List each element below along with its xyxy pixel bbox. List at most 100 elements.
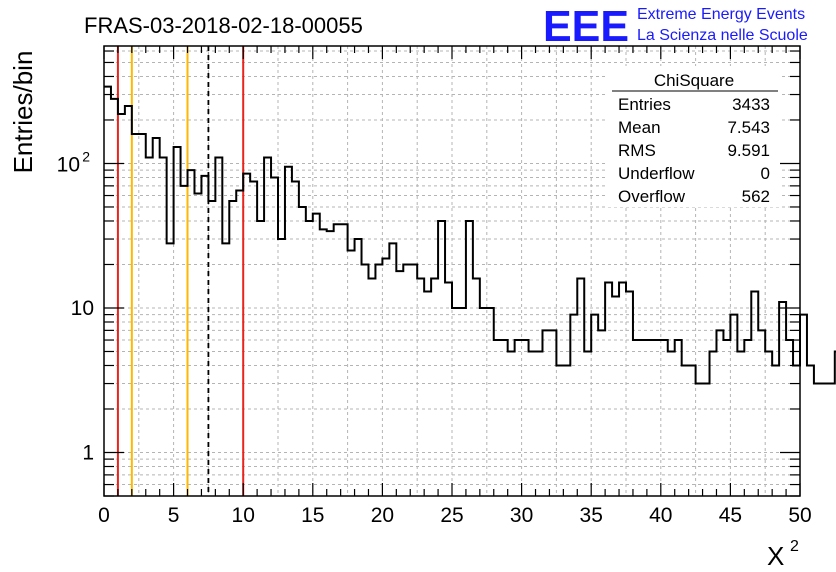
histogram-bin <box>598 330 605 496</box>
histogram-bin <box>786 340 793 496</box>
histogram-bin <box>466 221 473 496</box>
histogram-bin <box>243 174 250 496</box>
histogram-bin <box>375 264 382 496</box>
histogram-bin <box>640 340 647 496</box>
histogram-bin <box>194 193 201 496</box>
histogram-bin <box>459 308 466 496</box>
x-tick-label: 5 <box>168 504 180 527</box>
histogram-bin <box>410 264 417 496</box>
histogram-bin <box>689 365 696 496</box>
y-tick-label: 10 <box>57 153 80 176</box>
histogram-bin <box>591 315 598 496</box>
histogram-bin <box>132 134 139 496</box>
histogram-bin <box>723 340 730 496</box>
histogram-bin <box>828 384 835 496</box>
histogram-bin <box>605 283 612 496</box>
stats-box: ChiSquare Entries 3433 Mean 7.543 RMS 9.591 Un… <box>608 66 780 207</box>
histogram-bin <box>153 138 160 496</box>
histogram-bin <box>146 157 153 496</box>
histogram-bin <box>139 134 146 496</box>
histogram-bin <box>814 384 821 496</box>
histogram-bin <box>515 340 522 496</box>
histogram-bin <box>619 283 626 496</box>
histogram-bin <box>542 330 549 496</box>
histogram-bin <box>320 229 327 496</box>
histogram-bin <box>765 351 772 496</box>
histogram-bin <box>710 351 717 496</box>
histogram-bin <box>222 243 229 496</box>
histogram-bin <box>362 264 369 496</box>
histogram-bin <box>494 340 501 496</box>
x-tick-label: 35 <box>580 504 603 527</box>
histogram-bin <box>730 315 737 496</box>
x-axis-label-superscript: 2 <box>790 538 799 555</box>
x-tick-label: 15 <box>301 504 324 527</box>
histogram-bin <box>668 351 675 496</box>
x-tick-label: 25 <box>440 504 463 527</box>
y-axis-label: Entries/bin <box>8 51 38 174</box>
histogram-bin <box>793 365 800 496</box>
stats-title: ChiSquare <box>654 71 734 90</box>
histogram-bin <box>313 214 320 496</box>
histogram-bin <box>278 239 285 496</box>
histogram-bin <box>536 351 543 496</box>
histogram-bin <box>403 264 410 496</box>
histogram-bin <box>807 365 814 496</box>
histogram-bin <box>125 106 132 496</box>
histogram-bin <box>299 207 306 496</box>
histogram-bin <box>355 239 362 496</box>
histogram-bin <box>160 157 167 496</box>
x-tick-label: 0 <box>98 504 110 527</box>
histogram-bin <box>181 186 188 496</box>
histogram-bin <box>368 278 375 496</box>
histogram-bin <box>208 201 215 496</box>
stats-row-value: 562 <box>742 187 770 206</box>
histogram-bin <box>584 351 591 496</box>
histogram-bin <box>306 221 313 496</box>
histogram-bin <box>264 157 271 496</box>
histogram-bin <box>779 302 786 496</box>
histogram-bin <box>348 250 355 496</box>
histogram-bin <box>563 365 570 496</box>
histogram-bin <box>327 231 334 496</box>
histogram-bin <box>424 292 431 496</box>
stats-row-value: 7.543 <box>727 118 770 137</box>
histogram-bin <box>438 221 445 496</box>
histogram-bin <box>661 340 668 496</box>
histogram-bin <box>758 330 765 496</box>
histogram-bin <box>716 330 723 496</box>
stats-rows: Entries 3433 Mean 7.543 RMS 9.591 Underflow 0 Ov… <box>618 95 770 206</box>
histogram-bin <box>654 340 661 496</box>
histogram-bin <box>633 340 640 496</box>
histogram-bin <box>675 340 682 496</box>
histogram-bin <box>751 292 758 496</box>
histogram <box>104 85 836 496</box>
x-axis-label-text: X <box>767 541 784 571</box>
histogram-bin <box>285 167 292 496</box>
histogram-bin <box>682 365 689 496</box>
histogram-bin <box>174 147 181 496</box>
histogram-bin <box>549 330 556 496</box>
axis-ticks <box>103 46 801 497</box>
histogram-bin <box>522 340 529 496</box>
x-tick-label: 50 <box>788 504 811 527</box>
histogram-bin <box>271 177 278 496</box>
x-tick-label: 10 <box>232 504 255 527</box>
histogram-bin <box>626 292 633 496</box>
histogram-bin <box>445 283 452 496</box>
histogram-bin <box>800 315 807 496</box>
histogram-bin <box>452 308 459 496</box>
stats-row-label: RMS <box>618 141 656 160</box>
histogram-bin <box>501 340 508 496</box>
stats-row-value: 9.591 <box>727 141 770 160</box>
histogram-bin <box>703 384 710 496</box>
stats-row-label: Mean <box>618 118 661 137</box>
histogram-bin <box>556 365 563 496</box>
histogram-bin <box>236 191 243 496</box>
histogram-bin <box>508 351 515 496</box>
logo: EEE Extreme Energy Events La Scienza nel… <box>543 2 808 51</box>
histogram-bin <box>417 278 424 496</box>
histogram-bin <box>431 278 438 496</box>
